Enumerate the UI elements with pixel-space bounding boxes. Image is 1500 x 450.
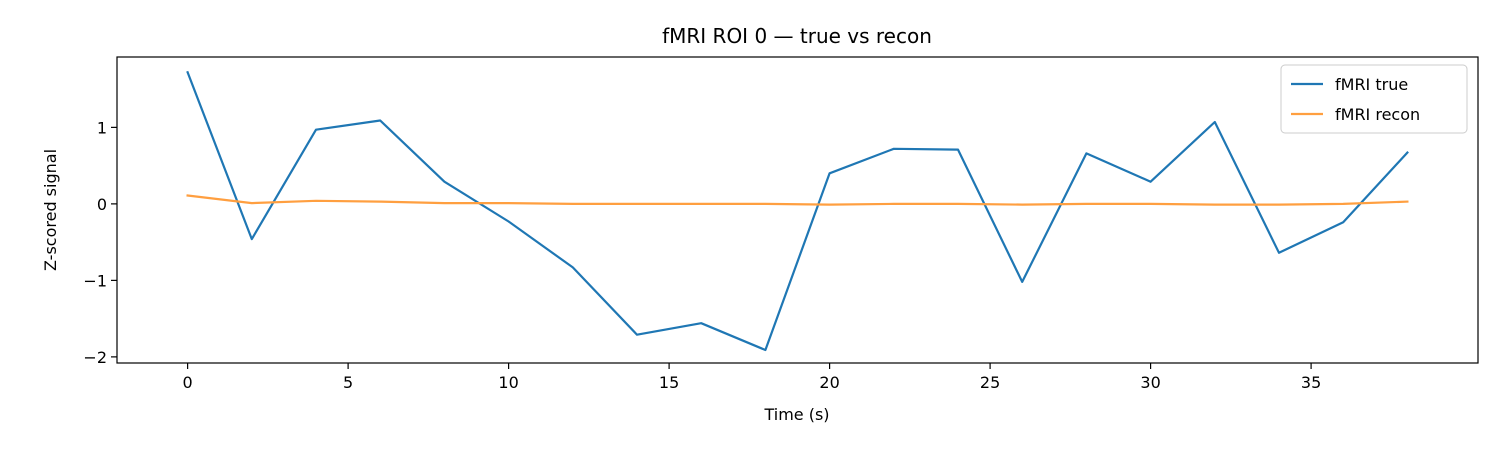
x-tick-label: 20 [819, 373, 839, 392]
chart-title: fMRI ROI 0 — true vs recon [662, 24, 932, 48]
plot-area [186, 70, 1409, 352]
x-axis-label: Time (s) [763, 405, 829, 424]
plot-frame [116, 56, 1479, 364]
x-tick-label: 30 [1140, 373, 1160, 392]
x-tick-label: 0 [183, 373, 193, 392]
series-line-fmri-recon [186, 194, 1409, 206]
x-tick-label: 25 [980, 373, 1000, 392]
x-tick-label: 15 [659, 373, 679, 392]
y-tick-label: 1 [97, 118, 107, 137]
y-tick-label: −2 [83, 348, 107, 367]
legend-box [1280, 64, 1468, 134]
legend: fMRI true fMRI recon [1280, 64, 1468, 134]
x-tick-label: 10 [498, 373, 518, 392]
y-axis: −2 −1 0 1 [83, 118, 117, 367]
y-axis-label: Z-scored signal [41, 149, 60, 271]
legend-label: fMRI recon [1335, 105, 1420, 124]
x-tick-label: 5 [343, 373, 353, 392]
series-line-fmri-true [186, 70, 1409, 352]
y-tick-label: −1 [83, 271, 107, 290]
x-axis: 0 5 10 15 20 25 30 35 [183, 363, 1321, 392]
legend-label: fMRI true [1335, 75, 1408, 94]
x-tick-label: 35 [1301, 373, 1321, 392]
y-tick-label: 0 [97, 195, 107, 214]
